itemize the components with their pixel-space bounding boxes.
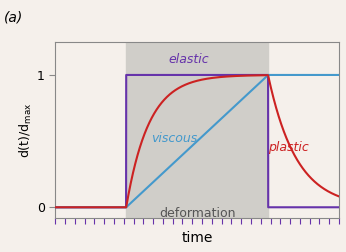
Y-axis label: d(t)/d$_\mathrm{max}$: d(t)/d$_\mathrm{max}$ xyxy=(18,102,34,158)
X-axis label: time: time xyxy=(181,231,213,245)
Text: plastic: plastic xyxy=(267,141,308,154)
Text: (a): (a) xyxy=(4,10,24,24)
Bar xyxy=(126,42,268,218)
Text: elastic: elastic xyxy=(168,53,209,66)
Text: deformation: deformation xyxy=(159,207,235,220)
Text: viscous: viscous xyxy=(151,132,198,145)
